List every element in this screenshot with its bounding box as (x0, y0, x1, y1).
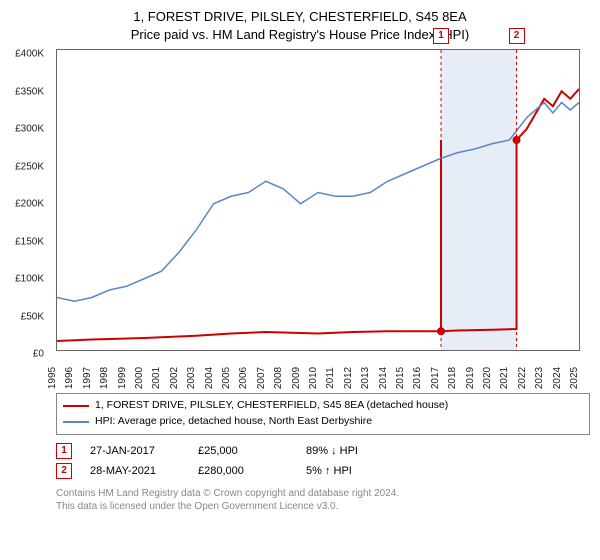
x-tick-label: 2015 (395, 367, 413, 389)
footer-line1: Contains HM Land Registry data © Crown c… (56, 487, 590, 501)
x-tick-label: 2007 (256, 367, 274, 389)
x-tick-label: 2021 (499, 367, 517, 389)
x-tick-label: 2010 (308, 367, 326, 389)
x-tick-label: 2019 (465, 367, 483, 389)
transaction-row: 2 28-MAY-2021 £280,000 5% ↑ HPI (56, 463, 590, 479)
y-tick-label: £400K (2, 49, 44, 60)
title-line1: 1, FOREST DRIVE, PILSLEY, CHESTERFIELD, … (10, 8, 590, 26)
x-tick-label: 2008 (273, 367, 291, 389)
x-tick-label: 2012 (343, 367, 361, 389)
legend-label-hpi: HPI: Average price, detached house, Nort… (95, 414, 372, 430)
series-hpi (57, 103, 579, 302)
x-tick-label: 2002 (169, 367, 187, 389)
footer-line2: This data is licensed under the Open Gov… (56, 500, 590, 514)
transaction-delta: 5% ↑ HPI (306, 465, 396, 477)
y-tick-label: £100K (2, 274, 44, 285)
y-tick-label: £0 (2, 349, 44, 360)
x-tick-label: 2022 (517, 367, 535, 389)
transaction-price: £25,000 (198, 445, 288, 457)
y-tick-label: £150K (2, 236, 44, 247)
x-tick-label: 2013 (360, 367, 378, 389)
x-tick-label: 2014 (378, 367, 396, 389)
transaction-rows: 1 27-JAN-2017 £25,000 89% ↓ HPI 2 28-MAY… (56, 443, 590, 479)
transaction-date: 28-MAY-2021 (90, 465, 180, 477)
x-tick-label: 2009 (291, 367, 309, 389)
x-tick-label: 2024 (552, 367, 570, 389)
legend-item-hpi: HPI: Average price, detached house, Nort… (63, 414, 583, 430)
x-axis-labels: 1995199619971998199920002001200220032004… (56, 351, 578, 387)
x-tick-label: 2004 (204, 367, 222, 389)
legend-item-price-paid: 1, FOREST DRIVE, PILSLEY, CHESTERFIELD, … (63, 398, 583, 414)
x-tick-label: 2006 (238, 367, 256, 389)
y-tick-label: £300K (2, 124, 44, 135)
transaction-delta: 89% ↓ HPI (306, 445, 396, 457)
x-tick-label: 2000 (134, 367, 152, 389)
x-tick-label: 1995 (47, 367, 65, 389)
x-tick-label: 1997 (82, 367, 100, 389)
transaction-row: 1 27-JAN-2017 £25,000 89% ↓ HPI (56, 443, 590, 459)
chart-marker-2: 2 (509, 28, 525, 44)
x-tick-label: 2001 (151, 367, 169, 389)
y-tick-label: £50K (2, 311, 44, 322)
chart-marker-1: 1 (433, 28, 449, 44)
x-tick-label: 1999 (117, 367, 135, 389)
x-tick-label: 2018 (447, 367, 465, 389)
transaction-marker-1: 1 (56, 443, 72, 459)
x-tick-label: 2003 (186, 367, 204, 389)
x-tick-label: 1996 (64, 367, 82, 389)
transaction-date: 27-JAN-2017 (90, 445, 180, 457)
transaction-marker-2: 2 (56, 463, 72, 479)
x-tick-label: 2011 (325, 367, 343, 389)
y-tick-label: £350K (2, 86, 44, 97)
x-tick-label: 2020 (482, 367, 500, 389)
title-line2: Price paid vs. HM Land Registry's House … (10, 26, 590, 44)
legend: 1, FOREST DRIVE, PILSLEY, CHESTERFIELD, … (56, 393, 590, 435)
footer: Contains HM Land Registry data © Crown c… (56, 487, 590, 514)
y-tick-label: £250K (2, 161, 44, 172)
legend-swatch-hpi (63, 421, 89, 423)
chart-plot-area: 12 (56, 49, 580, 351)
y-axis-labels: £0£50K£100K£150K£200K£250K£300K£350K£400… (2, 54, 46, 354)
legend-label-price-paid: 1, FOREST DRIVE, PILSLEY, CHESTERFIELD, … (95, 398, 448, 414)
chart-title: 1, FOREST DRIVE, PILSLEY, CHESTERFIELD, … (10, 8, 590, 43)
series-price_paid (57, 89, 579, 341)
x-tick-label: 2016 (412, 367, 430, 389)
chart-svg (57, 50, 579, 350)
y-tick-label: £200K (2, 199, 44, 210)
x-tick-label: 1998 (99, 367, 117, 389)
transaction-price: £280,000 (198, 465, 288, 477)
x-tick-label: 2025 (569, 367, 587, 389)
legend-swatch-price-paid (63, 405, 89, 407)
x-tick-label: 2023 (534, 367, 552, 389)
x-tick-label: 2005 (221, 367, 239, 389)
x-tick-label: 2017 (430, 367, 448, 389)
